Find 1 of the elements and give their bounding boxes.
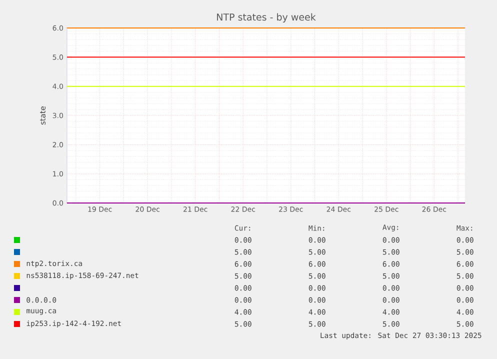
chart-title: NTP states - by week xyxy=(217,13,316,22)
